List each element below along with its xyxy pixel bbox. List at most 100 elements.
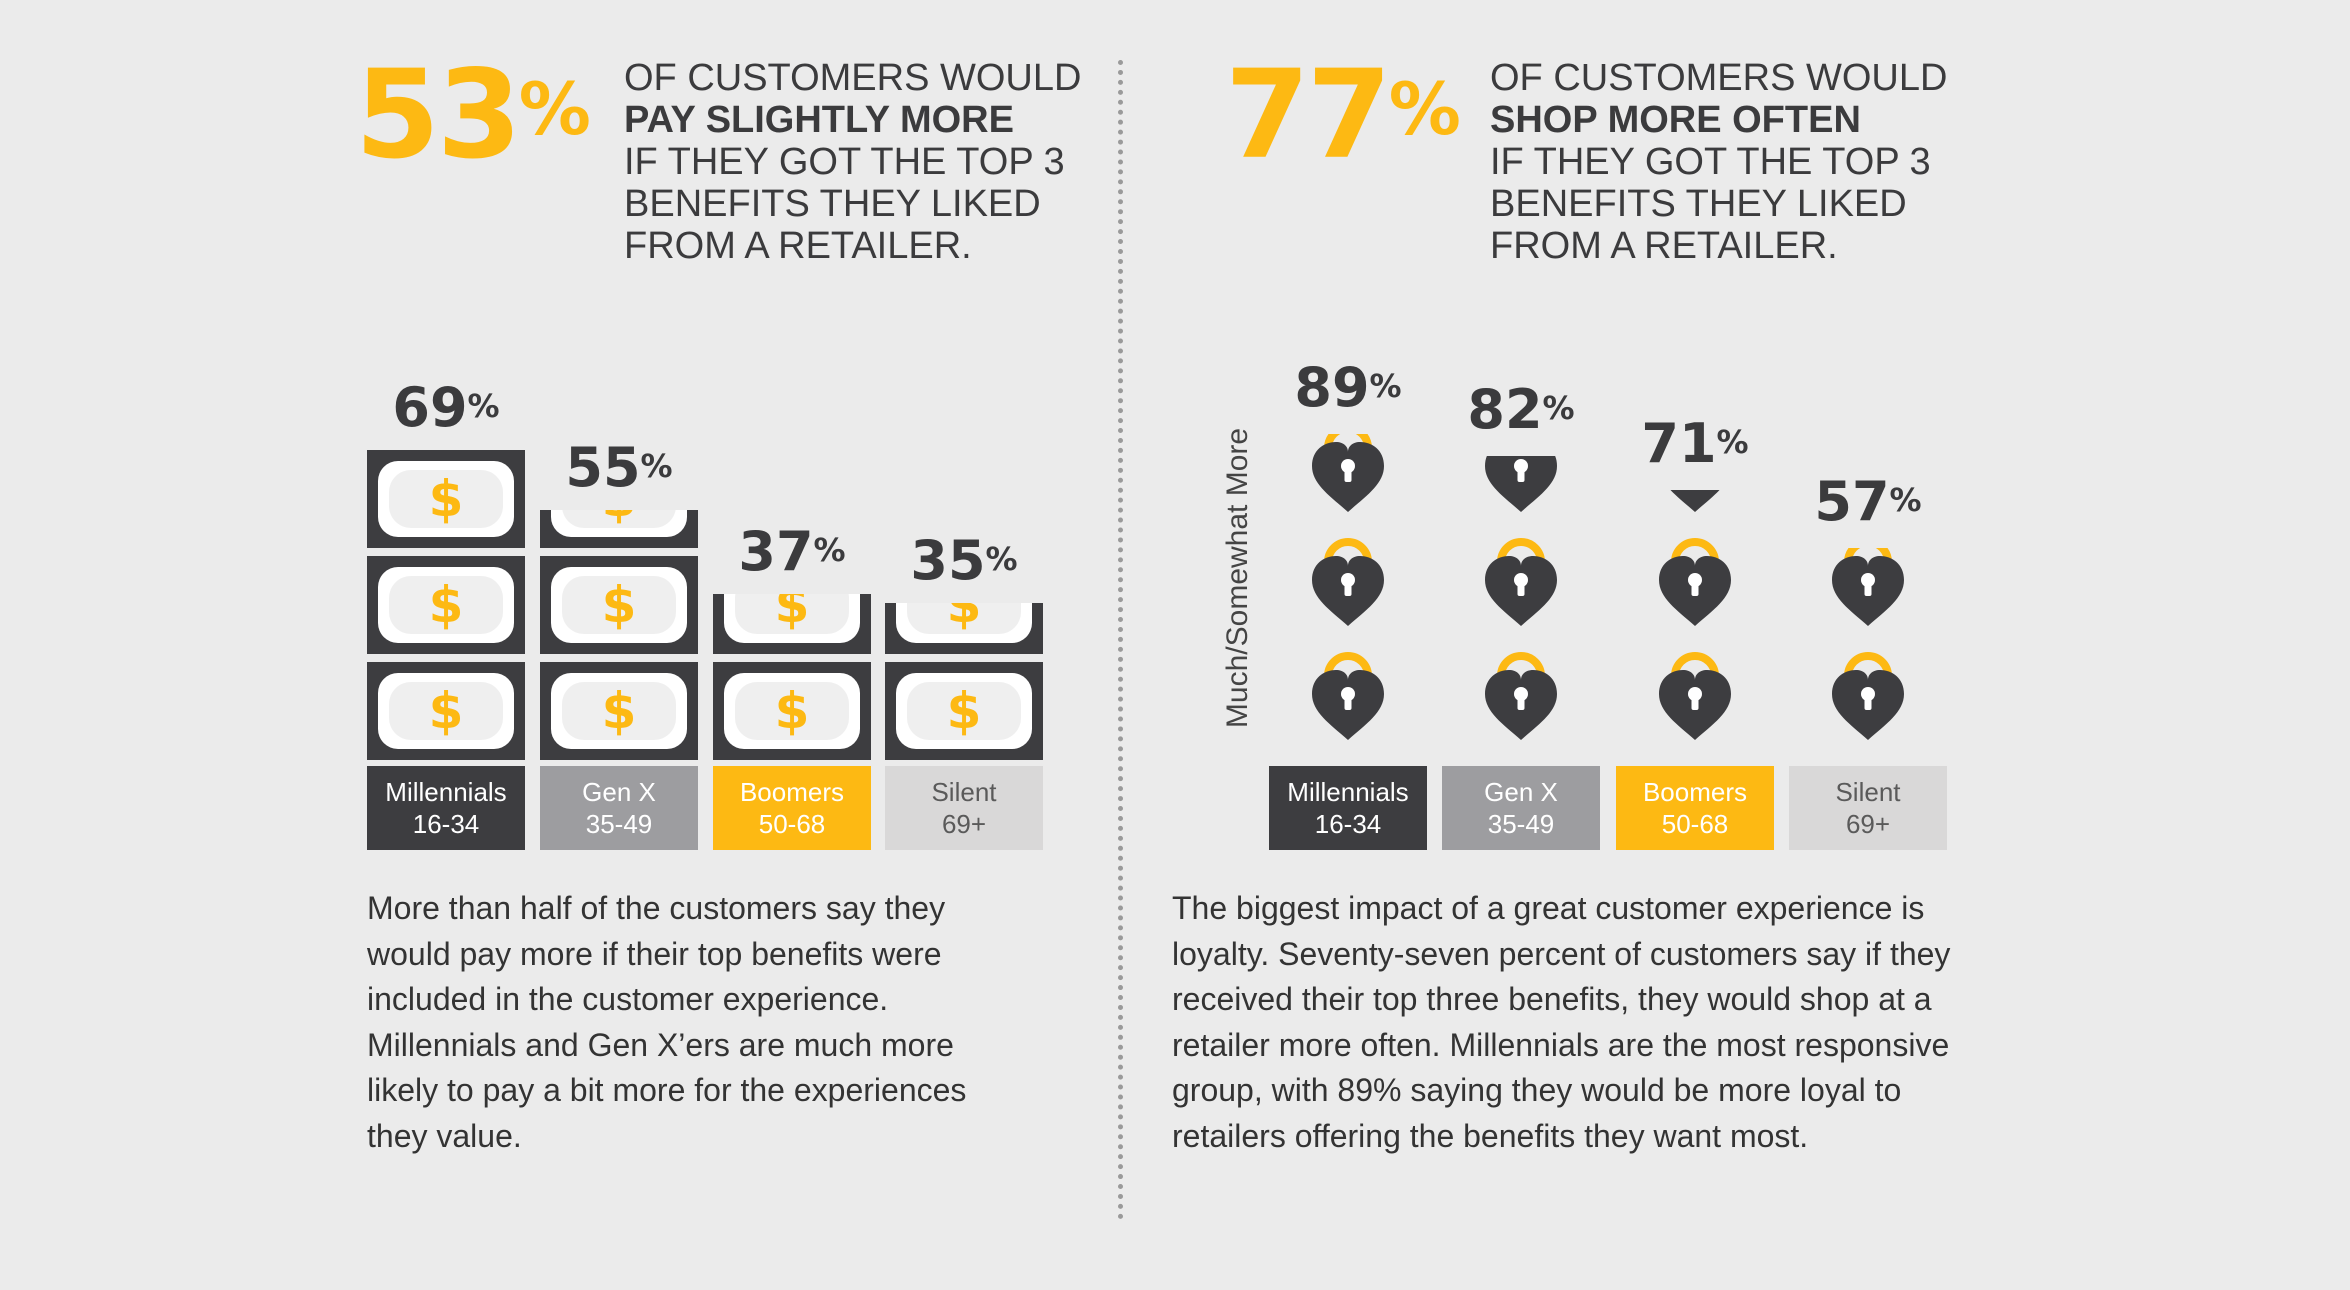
left-big-percent-unit: %: [518, 67, 591, 151]
right-body-text: The biggest impact of a great customer e…: [1172, 886, 1950, 1159]
left-bar-value-millennials-value: 69: [392, 376, 468, 439]
heart-lock-icon: [1659, 538, 1731, 626]
left-big-percent: 53%: [355, 54, 591, 176]
left-body-line: they value.: [367, 1117, 522, 1154]
right-group-millennials-name: Millennials: [1287, 777, 1409, 807]
right-group-silent-name: Silent: [1835, 777, 1901, 807]
svg-text:$: $: [429, 470, 464, 528]
heart-lock-partial-icon: [1670, 490, 1720, 512]
left-bar-value-genx-value: 55: [565, 436, 641, 499]
left-body-line: would pay more if their top benefits wer…: [367, 935, 942, 972]
heart-lock-partial-icon: [1485, 456, 1557, 512]
svg-text:$: $: [602, 576, 637, 634]
right-group-millennials-ages: 16-34: [1314, 809, 1382, 839]
left-group-silent-name: Silent: [931, 777, 997, 807]
right-group-genx: Gen X 35-49: [1442, 766, 1600, 850]
right-body-line: loyalty. Seventy-seven percent of custom…: [1172, 935, 1951, 972]
right-big-percent: 77%: [1225, 54, 1461, 176]
right-bar-value-boomers: 71%: [1616, 414, 1774, 474]
dollar-bill-icon: $: [540, 662, 698, 760]
heart-lock-partial-shape: [1485, 456, 1557, 512]
right-bar-value-genx-unit: %: [1542, 389, 1575, 427]
left-bar-value-silent-unit: %: [985, 540, 1018, 578]
right-bar-value-boomers-unit: %: [1716, 423, 1749, 461]
dollar-bill-icon: $: [540, 556, 698, 654]
svg-text:$: $: [602, 682, 637, 740]
left-group-boomers: Boomers 50-68: [713, 766, 871, 850]
right-bar-value-millennials-value: 89: [1294, 356, 1370, 419]
right-headline-line5: FROM A RETAILER.: [1490, 225, 1838, 267]
right-bar-value-silent-value: 57: [1814, 470, 1890, 533]
right-headline: OF CUSTOMERS WOULD SHOP MORE OFTEN IF TH…: [1490, 57, 1970, 267]
left-headline-line5: FROM A RETAILER.: [624, 225, 972, 267]
heart-lock-icon: [1659, 652, 1731, 740]
left-group-boomers-ages: 50-68: [758, 809, 826, 839]
right-group-genx-name: Gen X: [1484, 777, 1558, 807]
right-group-silent: Silent 69+: [1789, 766, 1947, 850]
right-headline-line3: IF THEY GOT THE TOP 3: [1490, 141, 1931, 183]
left-body-line: included in the customer experience.: [367, 981, 889, 1017]
left-bar-value-genx-unit: %: [640, 447, 673, 485]
right-headline-line4: BENEFITS THEY LIKED: [1490, 183, 1907, 225]
left-body-line: likely to pay a bit more for the experie…: [367, 1072, 967, 1108]
heart-lock-partial-shape: [1832, 548, 1904, 626]
left-group-millennials: Millennials 16-34: [367, 766, 525, 850]
left-bar-value-boomers: 37%: [713, 522, 871, 582]
right-group-silent-ages: 69+: [1845, 809, 1891, 839]
dotted-divider: [1118, 60, 1123, 1220]
right-big-percent-unit: %: [1388, 67, 1461, 151]
dollar-bill-icon: $: [367, 450, 525, 548]
heart-lock-icon: [1485, 538, 1557, 626]
dollar-bill-partial-icon: $: [885, 576, 1043, 654]
left-group-millennials-ages: 16-34: [412, 809, 480, 839]
right-big-percent-value: 77: [1225, 44, 1392, 186]
dollar-bill-partial-icon: $: [713, 576, 871, 654]
left-group-boomers-name: Boomers: [739, 777, 845, 807]
left-body-line: Millennials and Gen X’ers are much more: [367, 1026, 954, 1063]
left-bar-value-silent: 35%: [885, 531, 1043, 591]
left-headline-emphasis: PAY SLIGHTLY MORE: [624, 99, 1014, 141]
dollar-bill-icon: $: [713, 662, 871, 760]
left-group-genx-name: Gen X: [582, 777, 656, 807]
svg-text:$: $: [775, 682, 810, 740]
right-chart-ylabel: Much/Somewhat More: [1221, 427, 1254, 729]
left-bar-value-millennials: 69%: [367, 378, 525, 438]
right-bar-value-genx-value: 82: [1467, 378, 1543, 441]
left-headline-line4: BENEFITS THEY LIKED: [624, 183, 1041, 225]
right-bar-value-silent: 57%: [1789, 472, 1947, 532]
svg-text:$: $: [602, 470, 637, 528]
right-headline-emphasis: SHOP MORE OFTEN: [1490, 99, 1861, 141]
right-body-line: The biggest impact of a great customer e…: [1172, 890, 1925, 926]
right-group-boomers: Boomers 50-68: [1616, 766, 1774, 850]
left-headline: OF CUSTOMERS WOULD PAY SLIGHTLY MORE IF …: [624, 57, 1104, 267]
svg-text:$: $: [947, 576, 982, 634]
dollar-bill-partial-icon: $: [540, 470, 698, 548]
left-headline-line3: IF THEY GOT THE TOP 3: [624, 141, 1065, 183]
left-bar-value-silent-value: 35: [910, 529, 986, 592]
left-group-millennials-name: Millennials: [385, 777, 507, 807]
right-bar-value-millennials: 89%: [1269, 358, 1427, 418]
heart-lock-icon: [1485, 652, 1557, 740]
svg-text:$: $: [947, 682, 982, 740]
left-headline-line1: OF CUSTOMERS WOULD: [624, 57, 1082, 99]
heart-lock-icon: [1832, 652, 1904, 740]
svg-text:$: $: [775, 576, 810, 634]
right-body-line: group, with 89% saying they would be mor…: [1172, 1072, 1902, 1108]
svg-text:$: $: [429, 576, 464, 634]
right-headline-line1: OF CUSTOMERS WOULD: [1490, 57, 1948, 99]
left-bar-value-genx: 55%: [540, 438, 698, 498]
right-bar-value-genx: 82%: [1442, 380, 1600, 440]
left-group-genx: Gen X 35-49: [540, 766, 698, 850]
left-group-silent: Silent 69+: [885, 766, 1043, 850]
heart-lock-partial-shape: [1312, 434, 1384, 512]
left-big-percent-value: 53: [355, 44, 522, 186]
right-body-line: retailer more often. Millennials are the…: [1172, 1026, 1950, 1063]
heart-lock-icon: [1312, 538, 1384, 626]
left-group-silent-ages: 69+: [941, 809, 987, 839]
heart-lock-partial-shape: [1670, 490, 1720, 512]
right-body-line: received their top three benefits, they …: [1172, 981, 1932, 1017]
left-body-text: More than half of the customers say they…: [367, 886, 966, 1159]
heart-lock-icon: [1312, 652, 1384, 740]
left-group-genx-ages: 35-49: [585, 809, 653, 839]
